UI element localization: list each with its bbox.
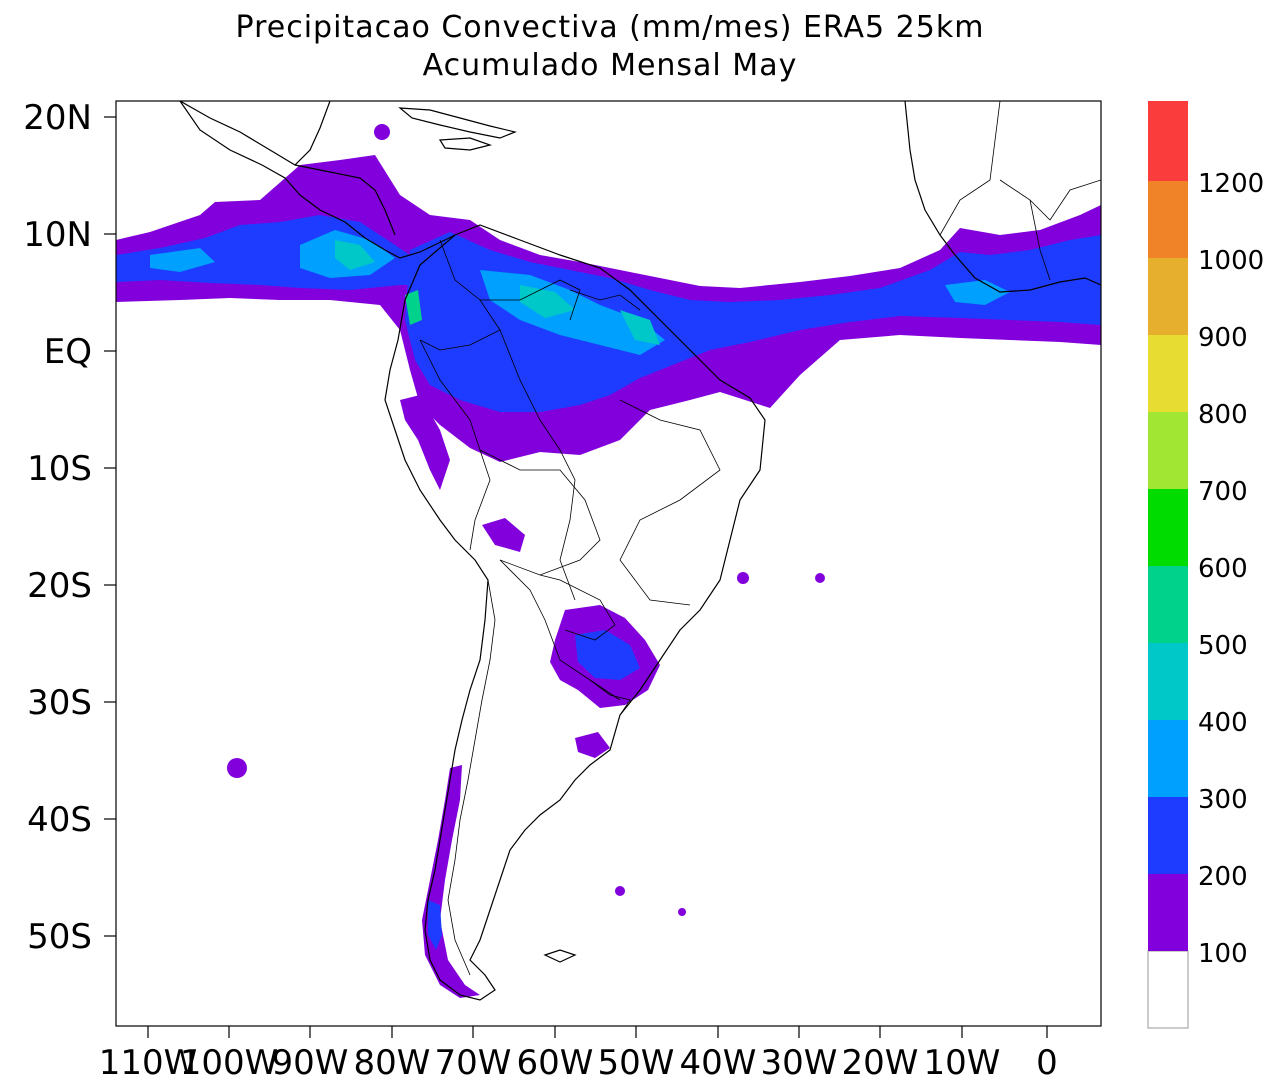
colorbar-label-500: 500 bbox=[1198, 631, 1248, 661]
rain-patch-atlantic-3 bbox=[615, 886, 625, 896]
rain-lightblue-core-4 bbox=[945, 280, 1010, 305]
colorbar-swatch-5 bbox=[1148, 566, 1188, 643]
rain-cyan-core-3 bbox=[620, 310, 660, 345]
precipitation-field bbox=[116, 124, 1101, 998]
colorbar-swatch-2 bbox=[1148, 797, 1188, 874]
colorbar-swatch-4 bbox=[1148, 643, 1188, 720]
rain-patch-atlantic-2 bbox=[815, 573, 825, 583]
lat-label-20n: 20N bbox=[23, 98, 92, 138]
yucatan-coast bbox=[294, 164, 396, 236]
lon-label-60w: 60W bbox=[517, 1043, 594, 1080]
lon-label-30w: 30W bbox=[761, 1043, 838, 1080]
map-title: Precipitacao Convectiva (mm/mes) ERA5 25… bbox=[235, 10, 985, 45]
country-borders bbox=[419, 101, 1101, 976]
border-africa-countries bbox=[939, 101, 1101, 281]
lon-label-90w: 90W bbox=[272, 1043, 349, 1080]
colorbar-swatch-7 bbox=[1148, 412, 1188, 489]
border-paraguay bbox=[539, 574, 616, 641]
rain-purple-uruguay bbox=[575, 732, 610, 758]
lat-label-30s: 30S bbox=[27, 683, 92, 723]
hispaniola-coast bbox=[438, 137, 493, 151]
colorbar-label-1200: 1200 bbox=[1198, 169, 1264, 199]
rain-patch-pacific bbox=[227, 758, 247, 778]
colorbar-swatch-0 bbox=[1147, 950, 1189, 1029]
rain-patch-atlantic-1 bbox=[737, 572, 749, 584]
rain-lightblue-core-2 bbox=[150, 248, 215, 272]
colorbar-swatch-3 bbox=[1148, 720, 1188, 797]
south-america-coast bbox=[384, 224, 766, 1001]
colorbar-label-100: 100 bbox=[1198, 939, 1248, 969]
rain-purple-bolivia bbox=[482, 518, 525, 552]
colorbar-label-1000: 1000 bbox=[1198, 246, 1264, 276]
lat-label-20s: 20S bbox=[27, 566, 92, 606]
colorbar-label-800: 800 bbox=[1198, 400, 1248, 430]
lon-label-0: 0 bbox=[1036, 1043, 1058, 1080]
rain-green-core bbox=[405, 290, 422, 325]
colorbar-label-200: 200 bbox=[1198, 862, 1248, 892]
lat-label-10n: 10N bbox=[23, 215, 92, 255]
lat-axis: 20N 10N EQ 10S 20S 30S 40S 50S bbox=[23, 98, 116, 957]
africa-coast bbox=[904, 101, 1101, 293]
central-america-coast bbox=[179, 101, 456, 259]
lon-label-50w: 50W bbox=[598, 1043, 675, 1080]
rain-cyan-core-1 bbox=[335, 240, 375, 270]
border-bolivia bbox=[479, 449, 601, 576]
colorbar-swatch-10 bbox=[1148, 181, 1188, 258]
lat-label-50s: 50S bbox=[27, 917, 92, 957]
colorbar-label-300: 300 bbox=[1198, 785, 1248, 815]
colorbar-label-400: 400 bbox=[1198, 708, 1248, 738]
border-brazil-states bbox=[619, 399, 721, 606]
lon-label-80w: 80W bbox=[354, 1043, 431, 1080]
lat-label-40s: 40S bbox=[27, 800, 92, 840]
rain-patch-caribbean bbox=[374, 124, 390, 140]
border-uruguay bbox=[589, 679, 631, 716]
coastlines bbox=[179, 101, 1101, 1001]
plot-frame bbox=[115, 100, 1102, 1027]
lon-label-40w: 40W bbox=[680, 1043, 757, 1080]
colorbar-label-600: 600 bbox=[1198, 554, 1248, 584]
cuba-coast bbox=[398, 107, 517, 139]
rain-patch-atlantic-4 bbox=[678, 908, 686, 916]
rain-blue-amazon bbox=[405, 232, 1101, 412]
border-venezuela bbox=[480, 279, 581, 321]
border-brazil-west bbox=[499, 329, 576, 601]
border-argentina-chile bbox=[447, 579, 496, 976]
lon-label-110w: 110W bbox=[99, 1043, 198, 1080]
colorbar-swatch-6 bbox=[1148, 489, 1188, 566]
map-subtitle: Acumulado Mensal May bbox=[422, 48, 798, 83]
colorbar-swatch-9 bbox=[1148, 258, 1188, 335]
lon-label-10w: 10W bbox=[924, 1043, 1001, 1080]
falklands-coast bbox=[543, 949, 577, 963]
colorbar-label-700: 700 bbox=[1198, 477, 1248, 507]
colorbar-label-900: 900 bbox=[1198, 323, 1248, 353]
lon-axis: 110W 100W 90W 80W 70W 60W 50W 40W 30W 20… bbox=[99, 1026, 1058, 1080]
lat-label-eq: EQ bbox=[44, 332, 92, 372]
rain-blue-chile-south bbox=[428, 900, 442, 950]
border-guianas bbox=[569, 289, 641, 311]
lon-label-20w: 20W bbox=[842, 1043, 919, 1080]
lat-label-10s: 10S bbox=[27, 449, 92, 489]
colorbar: 100 200 300 400 500 600 700 800 900 1000… bbox=[1147, 101, 1264, 1029]
rain-purple-andes-north bbox=[400, 395, 450, 490]
rain-blue-south-brazil bbox=[575, 630, 640, 680]
colorbar-swatch-1 bbox=[1148, 874, 1188, 951]
colorbar-swatch-11 bbox=[1148, 101, 1188, 181]
gulf-coast bbox=[179, 101, 331, 166]
lon-label-70w: 70W bbox=[435, 1043, 512, 1080]
colorbar-swatch-8 bbox=[1148, 335, 1188, 412]
lon-label-100w: 100W bbox=[180, 1043, 279, 1080]
